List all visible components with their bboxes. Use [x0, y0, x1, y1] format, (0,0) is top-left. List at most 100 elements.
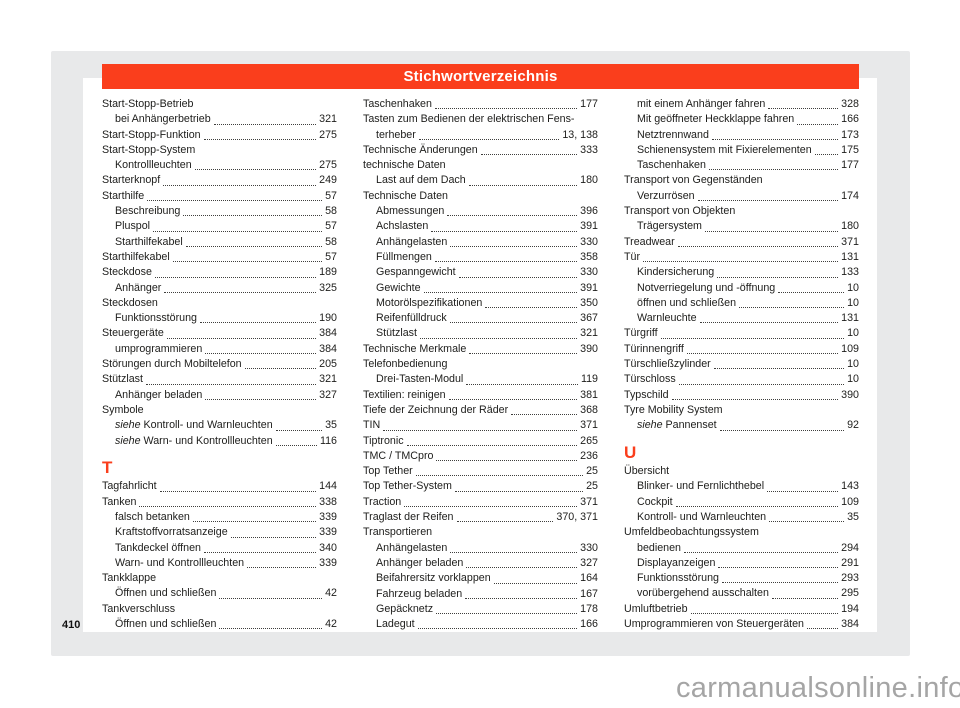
entry-page: 166 [580, 618, 598, 631]
entry-label: Textilien: reinigen [363, 388, 446, 401]
dot-leader [230, 525, 317, 540]
entry-page: 350 [580, 296, 598, 309]
dot-leader [153, 219, 323, 234]
entry-label: Fahrzeug beladen [376, 587, 463, 600]
entry-page: 175 [841, 143, 859, 156]
entry-page: 368 [580, 403, 598, 416]
entry-label: Blinker- und Fernlichthebel [637, 480, 765, 493]
index-entry: Schienensystem mit Fixierelementen 175 [624, 143, 859, 158]
dot-leader [423, 281, 578, 296]
dot-leader [493, 571, 578, 586]
dot-leader [183, 204, 322, 219]
index-entry: Steckdose 189 [102, 265, 337, 280]
index-group-header: Tankklappe [102, 571, 337, 586]
entry-label: Anhänger [115, 281, 162, 294]
entry-page: 339 [319, 556, 337, 569]
index-title-banner: Stichwortverzeichnis [102, 64, 859, 89]
index-entry: Taschenhaken 177 [624, 158, 859, 173]
index-entry: Starthilfe 57 [102, 189, 337, 204]
entry-page: 291 [841, 556, 859, 569]
entry-page: 327 [319, 388, 337, 401]
dot-leader [469, 342, 577, 357]
entry-label: Kindersicherung [637, 266, 715, 279]
index-entry: Top Tether-System 25 [363, 479, 598, 494]
index-group-header: Steckdosen [102, 296, 337, 311]
dot-leader [417, 617, 578, 632]
entry-label: Transportieren [363, 526, 433, 539]
entry-label: Tankdeckel öffnen [115, 541, 201, 554]
entry-label: Kraftstoffvorratsanzeige [115, 526, 228, 539]
entry-label: Telefonbedienung [363, 358, 448, 371]
dot-leader [219, 617, 322, 632]
entry-page: 371 [580, 495, 598, 508]
entry-page: 275 [319, 128, 337, 141]
index-entry: Warn- und Kontrollleuchten 339 [102, 556, 337, 571]
index-entry: Starthilfekabel 57 [102, 250, 337, 265]
entry-label: Funktionsstörung [115, 312, 197, 325]
index-entry: Motorölspezifikationen 350 [363, 296, 598, 311]
entry-page: 143 [841, 480, 859, 493]
index-group-header: Start-Stopp-Betrieb [102, 97, 337, 112]
index-entry: umprogrammieren 384 [102, 342, 337, 357]
index-entry: falsch betanken 339 [102, 510, 337, 525]
entry-label: Taschenhaken [637, 159, 706, 172]
dot-leader [194, 158, 317, 173]
entry-label: Anhängelasten [376, 235, 448, 248]
entry-page: 131 [841, 250, 859, 263]
entry-label: Steuergeräte [102, 327, 164, 340]
entry-page: 144 [319, 480, 337, 493]
dot-leader [406, 434, 578, 449]
entry-label: Tiefe der Zeichnung der Räder [363, 403, 509, 416]
index-group-header: Transportieren [363, 525, 598, 540]
entry-label: Tankklappe [102, 572, 157, 585]
index-entry: Öffnen und schließen 42 [102, 617, 337, 632]
index-entry: Textilien: reinigen 381 [363, 388, 598, 403]
page-number: 410 [62, 619, 81, 631]
dot-leader [434, 97, 578, 112]
index-group-header: Umfeldbeobachtungssystem [624, 525, 859, 540]
dot-leader [683, 541, 839, 556]
entry-label: Notverriegelung und -öffnung [637, 281, 776, 294]
entry-page: 265 [580, 434, 598, 447]
index-entry: siehe Pannenset 92 [624, 418, 859, 433]
dot-leader [164, 281, 316, 296]
entry-label: Öffnen und schließen [115, 618, 217, 630]
entry-page: 42 [325, 618, 337, 630]
entry-label: Gewichte [376, 281, 421, 294]
entry-label: Netztrennwand [637, 128, 709, 141]
index-entry: Stützlast 321 [363, 326, 598, 341]
entry-label: Mit geöffneter Heckklappe fahren [637, 113, 795, 126]
entry-page: 109 [841, 342, 859, 355]
dot-leader [434, 250, 578, 265]
entry-label: Türschließzylinder [624, 358, 711, 371]
entry-page: 92 [847, 419, 859, 432]
entry-label: Gespanngewicht [376, 266, 456, 279]
entry-page: 338 [319, 495, 337, 508]
index-entry: TMC / TMCpro 236 [363, 449, 598, 464]
index-entry: Mit geöffneter Heckklappe fahren 166 [624, 112, 859, 127]
entry-page: 10 [847, 281, 859, 294]
entry-label: falsch betanken [115, 510, 190, 523]
index-entry: Anhänger beladen 327 [102, 388, 337, 403]
index-entry: Tasten zum Bedienen der elektrischen Fen… [363, 112, 598, 127]
dot-leader [159, 479, 317, 494]
entry-page: 57 [325, 250, 337, 263]
index-entry: siehe Warn- und Kontrollleuchten 116 [102, 434, 337, 449]
index-entry: Displayanzeigen 291 [624, 556, 859, 571]
dot-leader [511, 403, 578, 418]
entry-page: 57 [325, 220, 337, 233]
dot-leader [163, 173, 317, 188]
entry-label: Ladegut [376, 618, 415, 631]
dot-leader [739, 296, 845, 311]
dot-leader [677, 235, 839, 250]
entry-label: Türgriff [624, 327, 658, 340]
entry-page: 371 [580, 419, 598, 432]
entry-label: Traglast der Reifen [363, 511, 454, 524]
entry-label: Technische Änderungen [363, 143, 478, 156]
entry-label: öffnen und schließen [637, 296, 737, 309]
entry-label: Starterknopf [102, 174, 161, 187]
entry-label: siehe Warn- und Kontrollleuchten [115, 434, 273, 447]
entry-page: 275 [319, 159, 337, 172]
entry-page: 109 [841, 495, 859, 508]
entry-page: 330 [580, 541, 598, 554]
